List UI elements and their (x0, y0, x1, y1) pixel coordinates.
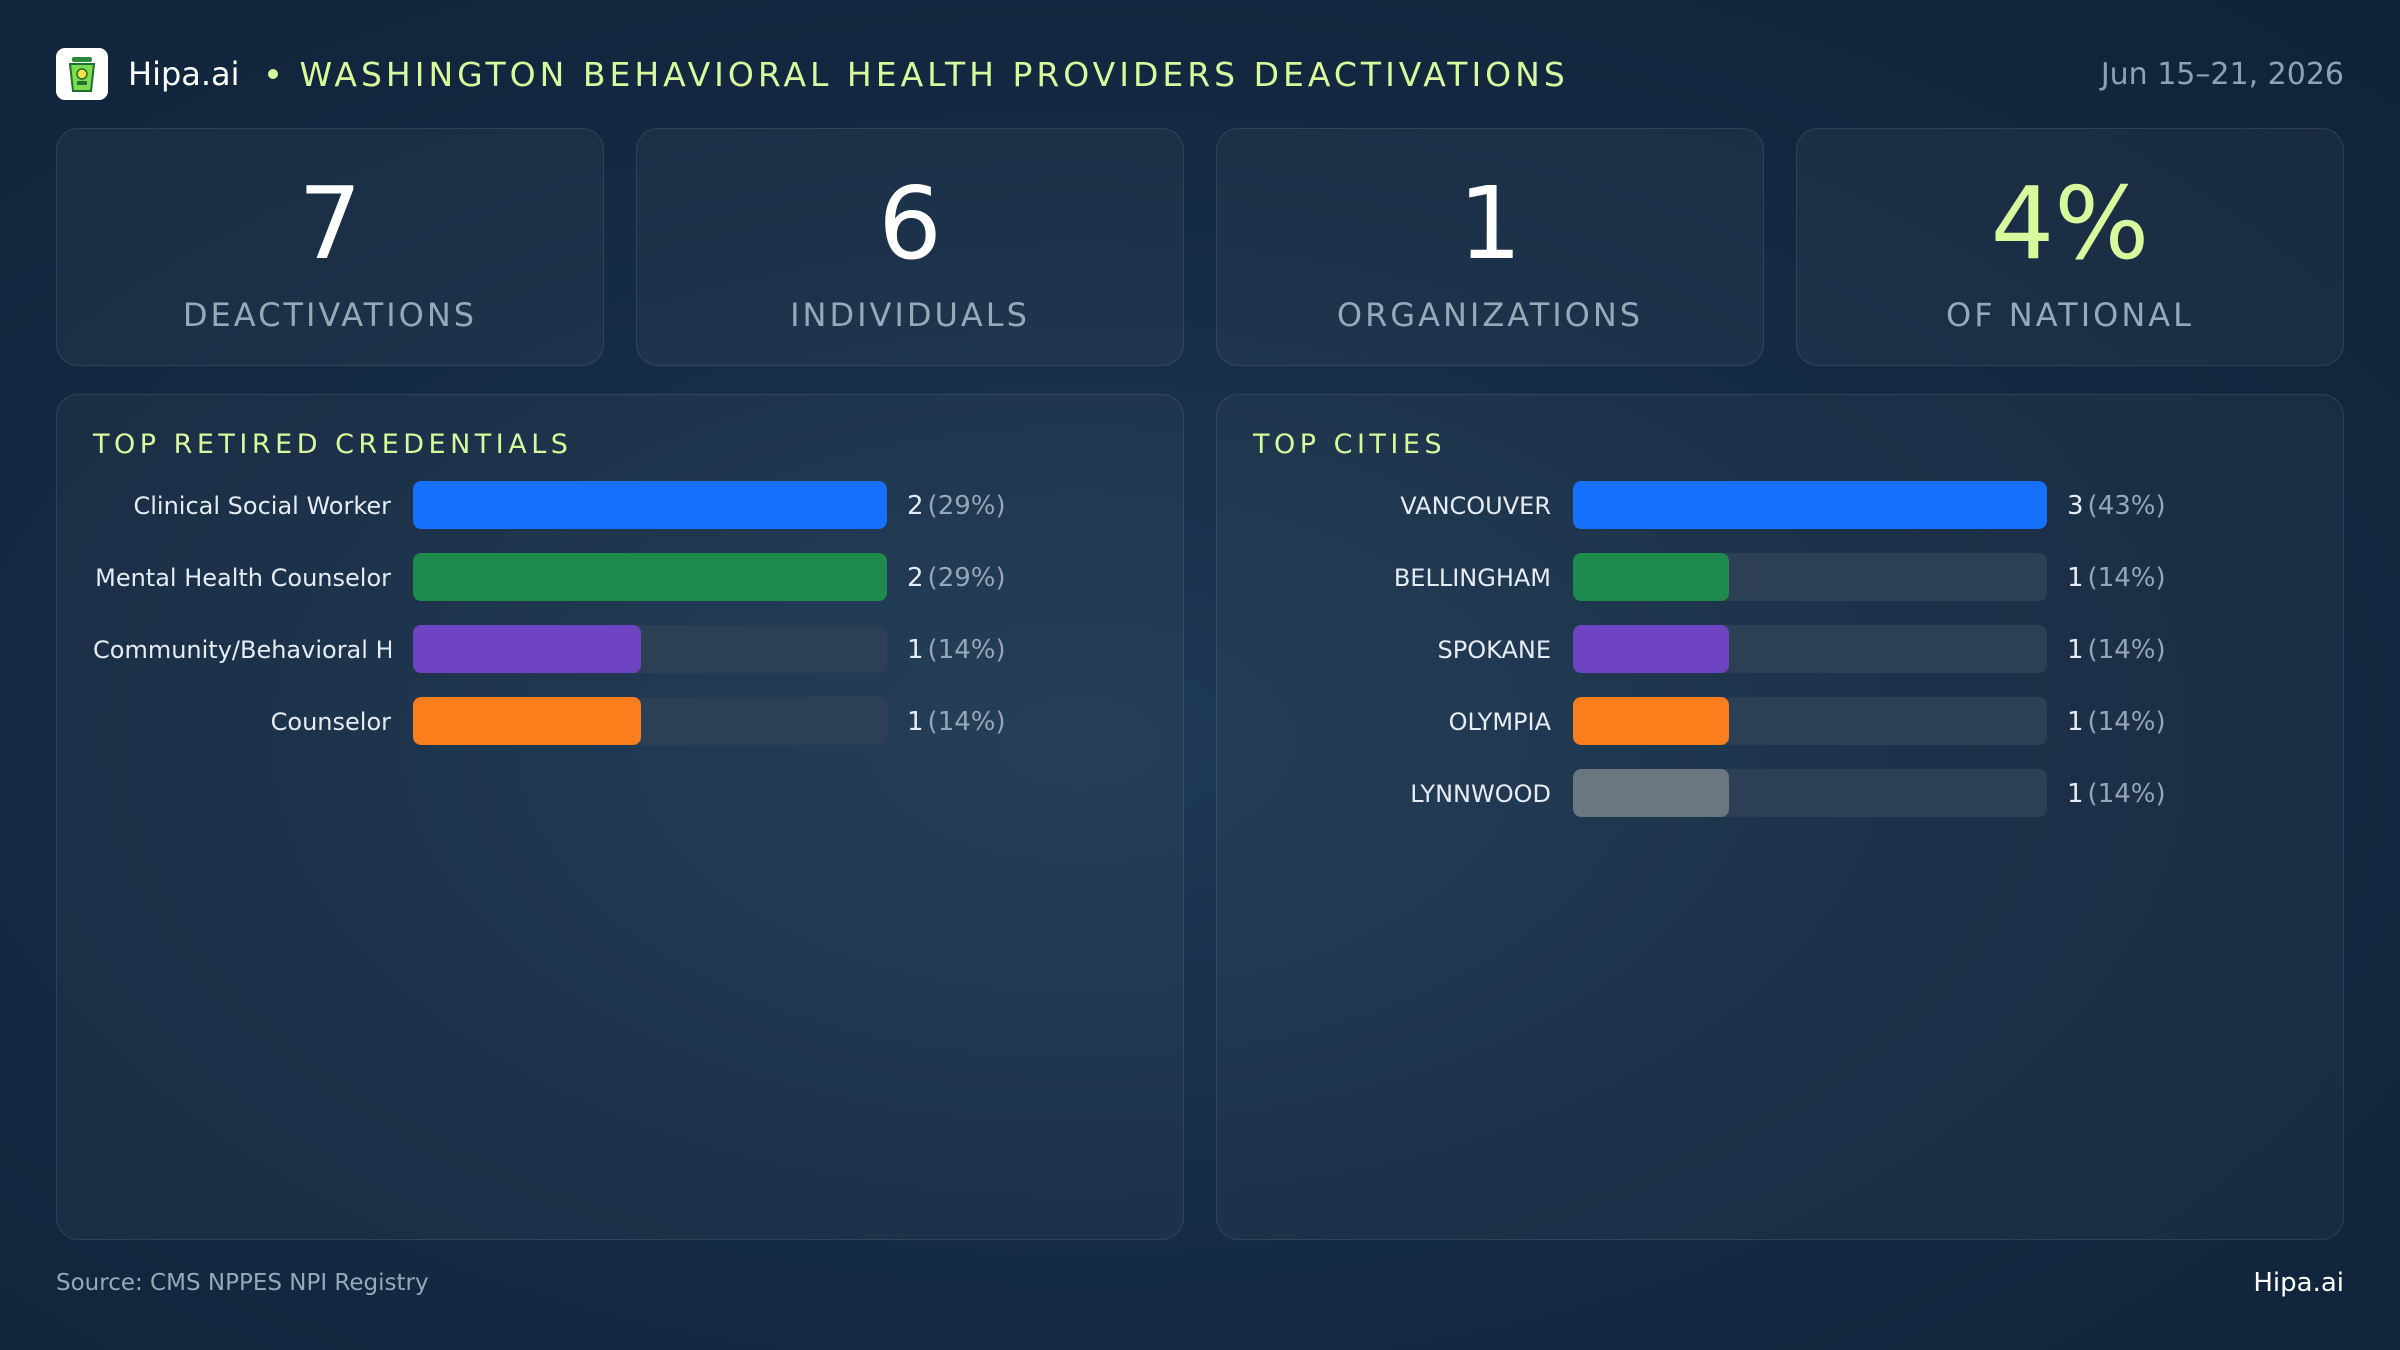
bar-percent: (14%) (927, 707, 1006, 737)
stat-label: DEACTIVATIONS (182, 296, 478, 334)
report-title: WASHINGTON BEHAVIORAL HEALTH PROVIDERS D… (299, 54, 1569, 94)
bar-value: 1 (14%) (2067, 697, 2166, 747)
bar-row: Mental Health Counselor 2 (29%) (57, 553, 1183, 603)
bar-label: OLYMPIA (1448, 708, 1551, 736)
stat-label: ORGANIZATIONS (1336, 296, 1644, 334)
bar-fill (413, 481, 887, 529)
bar-row: Counselor 1 (14%) (57, 697, 1183, 747)
bar-percent: (29%) (927, 563, 1006, 593)
panel-top-retired-credentials: TOP RETIRED CREDENTIALS Clinical Social … (56, 394, 1184, 1240)
stat-label: OF NATIONAL (1946, 296, 2194, 334)
bar-label: Community/Behavioral H... (93, 636, 391, 664)
bar-value: 2 (29%) (907, 553, 1006, 603)
bar-fill (1573, 553, 1730, 601)
bar-track (1573, 625, 2047, 673)
bar-track (413, 697, 887, 745)
bar-track (1573, 697, 2047, 745)
bar-label: LYNNWOOD (1410, 780, 1551, 808)
bar-percent: (14%) (2087, 707, 2166, 737)
bar-row: SPOKANE 1 (14%) (1217, 625, 2343, 675)
stat-card-organizations: 1 ORGANIZATIONS (1216, 128, 1764, 366)
panel-title: TOP CITIES (1253, 429, 1447, 460)
bar-percent: (43%) (2087, 491, 2166, 521)
bar-count: 1 (907, 635, 924, 665)
bar-percent: (29%) (927, 491, 1006, 521)
bar-label: VANCOUVER (1400, 492, 1551, 520)
bar-count: 1 (907, 707, 924, 737)
bar-value: 3 (43%) (2067, 481, 2166, 531)
source-note: Source: CMS NPPES NPI Registry (56, 1270, 429, 1296)
panel-top-cities: TOP CITIES VANCOUVER 3 (43%) BELLINGHAM 1 (14… (1216, 394, 2344, 1240)
stat-card-national-share: 4% OF NATIONAL (1796, 128, 2344, 366)
bar-fill (1573, 481, 2047, 529)
bar-percent: (14%) (927, 635, 1006, 665)
bar-label: Mental Health Counselor (95, 564, 391, 592)
bar-fill (413, 625, 641, 673)
bar-track (1573, 553, 2047, 601)
bar-row: OLYMPIA 1 (14%) (1217, 697, 2343, 747)
bar-fill (1573, 697, 1730, 745)
bar-percent: (14%) (2087, 779, 2166, 809)
stat-label: INDIVIDUALS (790, 296, 1030, 334)
bar-fill (413, 697, 641, 745)
stat-value: 6 (878, 165, 942, 282)
bar-fill (1573, 625, 1730, 673)
stat-card-deactivations: 7 DEACTIVATIONS (56, 128, 604, 366)
bar-label: SPOKANE (1437, 636, 1551, 664)
bar-fill (413, 553, 887, 601)
bar-value: 1 (14%) (907, 697, 1006, 747)
stat-value: 4% (1990, 165, 2150, 282)
bar-row: Clinical Social Worker 2 (29%) (57, 481, 1183, 531)
header: Hipa.ai WASHINGTON BEHAVIORAL HEALTH PRO… (56, 48, 2344, 100)
bar-label: BELLINGHAM (1393, 564, 1551, 592)
bar-track (413, 553, 887, 601)
brand-name: Hipa.ai (128, 55, 240, 93)
bar-row: Community/Behavioral H... 1 (14%) (57, 625, 1183, 675)
bar-label: Clinical Social Worker (133, 492, 391, 520)
bar-value: 1 (14%) (2067, 625, 2166, 675)
bar-count: 1 (2067, 563, 2084, 593)
bar-track (1573, 481, 2047, 529)
bar-track (413, 625, 887, 673)
bar-count: 1 (2067, 635, 2084, 665)
bar-percent: (14%) (2087, 635, 2166, 665)
stat-value: 1 (1458, 165, 1522, 282)
stat-card-individuals: 6 INDIVIDUALS (636, 128, 1184, 366)
panel-title: TOP RETIRED CREDENTIALS (93, 429, 573, 460)
bar-row: VANCOUVER 3 (43%) (1217, 481, 2343, 531)
bar-row: BELLINGHAM 1 (14%) (1217, 553, 2343, 603)
medicine-cup-icon (68, 57, 96, 92)
bar-count: 2 (907, 491, 924, 521)
bar-percent: (14%) (2087, 563, 2166, 593)
bar-value: 1 (14%) (2067, 553, 2166, 603)
bar-count: 3 (2067, 491, 2084, 521)
bar-count: 1 (2067, 707, 2084, 737)
bar-count: 2 (907, 563, 924, 593)
bar-label: Counselor (270, 708, 391, 736)
footer-brand: Hipa.ai (2253, 1268, 2344, 1298)
bar-row: LYNNWOOD 1 (14%) (1217, 769, 2343, 819)
bar-fill (1573, 769, 1730, 817)
bar-value: 1 (14%) (907, 625, 1006, 675)
bar-value: 1 (14%) (2067, 769, 2166, 819)
date-range: Jun 15–21, 2026 (2100, 56, 2344, 92)
bar-track (413, 481, 887, 529)
bar-track (1573, 769, 2047, 817)
bar-value: 2 (29%) (907, 481, 1006, 531)
bar-count: 1 (2067, 779, 2084, 809)
brand-logo (56, 48, 108, 100)
title-separator-dot (267, 69, 278, 79)
stat-value: 7 (298, 165, 362, 282)
